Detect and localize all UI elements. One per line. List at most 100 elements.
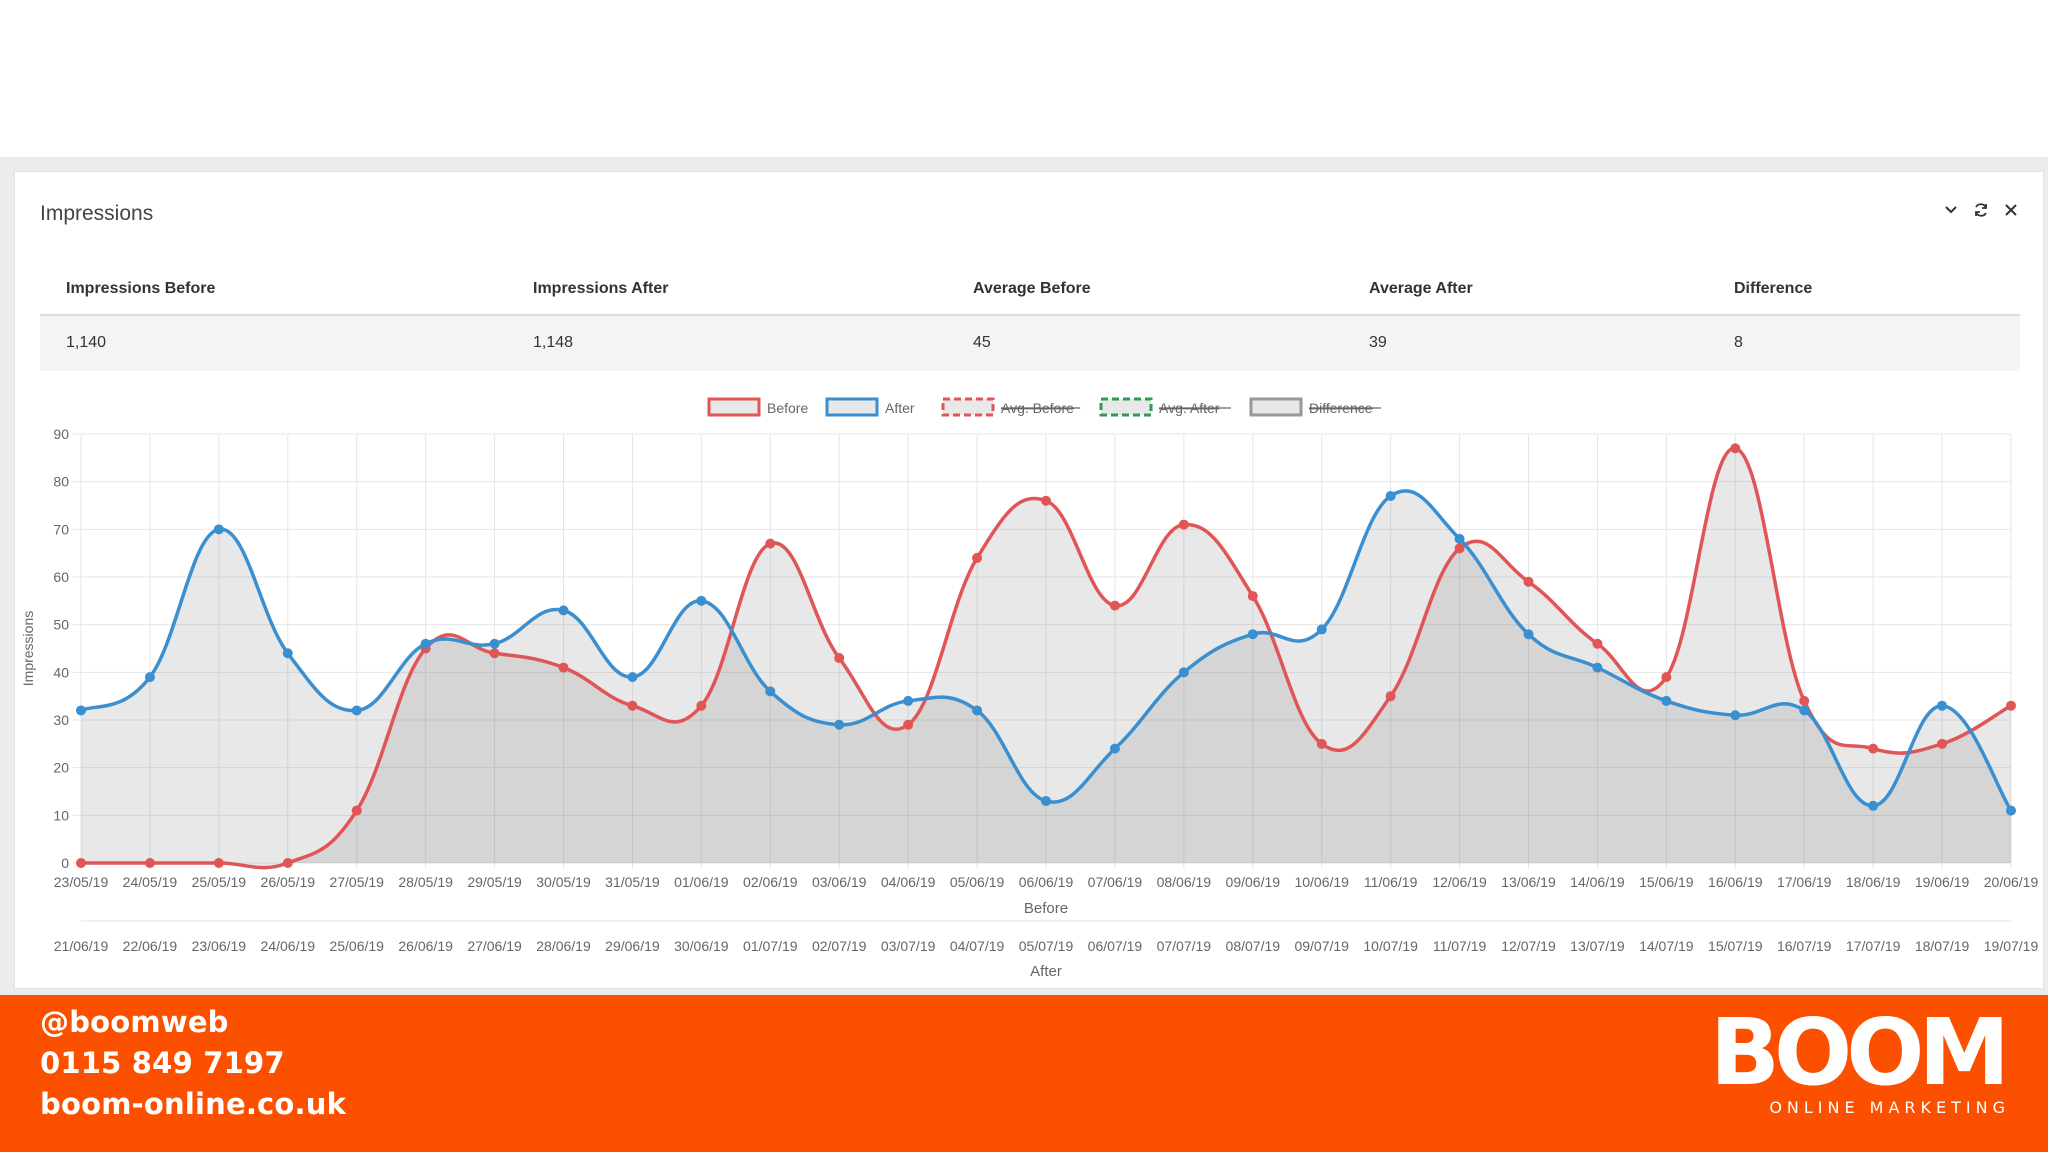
x-tick-label-after: 05/07/19 xyxy=(1019,938,1074,954)
data-point-before xyxy=(1316,738,1327,749)
legend-swatch xyxy=(707,397,761,417)
x-axis-label-after: After xyxy=(1030,963,1062,980)
y-axis-label: Impressions xyxy=(20,611,36,686)
brand-tagline: ONLINE MARKETING xyxy=(1769,1098,2010,1117)
header-difference: Difference xyxy=(1734,280,1813,297)
x-tick-label-after: 13/07/19 xyxy=(1570,938,1625,954)
x-tick-label-before: 17/06/19 xyxy=(1777,874,1832,890)
x-tick-label-after: 26/06/19 xyxy=(398,938,453,954)
data-point-after xyxy=(1592,662,1603,673)
x-tick-label-after: 28/06/19 xyxy=(536,938,591,954)
x-tick-label-before: 13/06/19 xyxy=(1501,874,1556,890)
x-tick-label-before: 29/05/19 xyxy=(467,874,522,890)
x-tick-label-before: 31/05/19 xyxy=(605,874,660,890)
legend-item-label: After xyxy=(885,400,915,416)
x-tick-label-before: 18/06/19 xyxy=(1846,874,1901,890)
stats-table: Impressions Before Impressions After Ave… xyxy=(40,264,2020,371)
data-point-after xyxy=(213,524,224,535)
impressions-chart: 0 10 20 30 40 50 60 70 80 90 Impressions 23/05/19 24… xyxy=(20,397,2039,980)
data-point-before xyxy=(1178,519,1189,530)
value-impressions-after: 1,148 xyxy=(533,334,574,351)
y-tick-label: 60 xyxy=(53,569,69,585)
x-tick-label-after: 17/07/19 xyxy=(1846,938,1901,954)
legend-swatch xyxy=(1249,397,1303,417)
data-point-after xyxy=(834,719,845,730)
x-tick-label-before: 02/06/19 xyxy=(743,874,798,890)
data-point-after xyxy=(1385,490,1396,501)
data-point-before xyxy=(2006,700,2016,711)
header-average-before: Average Before xyxy=(973,280,1091,297)
x-tick-label-after: 11/07/19 xyxy=(1433,938,1487,954)
data-point-after xyxy=(1523,629,1534,640)
y-tick-label: 0 xyxy=(61,855,69,871)
data-point-after xyxy=(1454,533,1465,544)
x-tick-label-before: 27/05/19 xyxy=(329,874,384,890)
stats-header-row: Impressions Before Impressions After Ave… xyxy=(40,264,2020,316)
legend-item-label: Before xyxy=(767,400,808,416)
x-tick-label-before: 05/06/19 xyxy=(950,874,1005,890)
close-icon[interactable] xyxy=(2001,200,2021,220)
footer-handle: @boomweb xyxy=(40,1005,229,1039)
impressions-panel: Impressions Impressions Before Impressio… xyxy=(14,171,2044,989)
y-tick-label: 70 xyxy=(53,521,69,537)
stats-value-row: 1,140 1,148 45 39 8 xyxy=(40,316,2020,371)
data-point-after xyxy=(489,638,500,649)
legend-swatch xyxy=(941,397,995,417)
x-tick-label-before: 09/06/19 xyxy=(1226,874,1281,890)
x-tick-label-before: 04/06/19 xyxy=(881,874,936,890)
x-tick-label-after: 02/07/19 xyxy=(812,938,867,954)
y-tick-label: 40 xyxy=(53,664,69,680)
data-point-after xyxy=(696,595,707,606)
x-tick-label-after: 16/07/19 xyxy=(1777,938,1832,954)
refresh-icon[interactable] xyxy=(1971,200,1991,220)
data-point-after xyxy=(1661,695,1672,706)
data-point-before xyxy=(1109,600,1120,611)
x-tick-label-before: 10/06/19 xyxy=(1294,874,1349,890)
x-tick-label-before: 14/06/19 xyxy=(1570,874,1625,890)
x-tick-label-after: 19/07/19 xyxy=(1984,938,2039,954)
x-tick-label-before: 26/05/19 xyxy=(261,874,316,890)
data-point-after xyxy=(282,648,293,659)
x-tick-label-before: 23/05/19 xyxy=(54,874,109,890)
x-tick-label-after: 15/07/19 xyxy=(1708,938,1763,954)
value-difference: 8 xyxy=(1734,334,1743,351)
series-area-after xyxy=(81,490,2011,863)
data-point-before xyxy=(1523,576,1534,587)
data-point-after xyxy=(144,672,155,683)
chevron-down-icon[interactable] xyxy=(1941,200,1961,220)
x-tick-label-after: 06/07/19 xyxy=(1088,938,1143,954)
data-point-after xyxy=(1730,710,1741,721)
data-point-after xyxy=(1316,624,1327,635)
data-point-after xyxy=(2006,805,2016,816)
data-point-before xyxy=(627,700,638,711)
x-tick-label-after: 22/06/19 xyxy=(123,938,178,954)
x-tick-label-after: 10/07/19 xyxy=(1363,938,1418,954)
data-point-before xyxy=(1041,495,1051,506)
data-point-before xyxy=(351,805,362,816)
data-point-after xyxy=(1247,629,1258,640)
data-point-before xyxy=(1799,695,1810,706)
data-point-after xyxy=(1868,800,1879,811)
data-point-before xyxy=(972,552,983,563)
data-point-before xyxy=(1937,738,1948,749)
data-point-after xyxy=(1178,667,1189,678)
footer-website: boom-online.co.uk xyxy=(40,1087,347,1121)
brand-logo: BOOM xyxy=(1709,999,2010,1106)
data-point-after xyxy=(351,705,362,716)
x-tick-label-before: 20/06/19 xyxy=(1984,874,2039,890)
data-point-before xyxy=(834,653,845,664)
x-tick-label-before: 30/05/19 xyxy=(536,874,591,890)
x-tick-label-after: 04/07/19 xyxy=(950,938,1005,954)
data-point-after xyxy=(972,705,983,716)
data-point-after xyxy=(1937,700,1948,711)
footer-phone: 0115 849 7197 xyxy=(40,1046,285,1080)
x-tick-label-before: 12/06/19 xyxy=(1432,874,1487,890)
x-tick-label-before: 19/06/19 xyxy=(1915,874,1970,890)
x-tick-label-after: 30/06/19 xyxy=(674,938,729,954)
x-tick-label-before: 11/06/19 xyxy=(1364,874,1418,890)
x-tick-label-after: 21/06/19 xyxy=(54,938,109,954)
data-point-after xyxy=(1799,705,1810,716)
y-tick-label: 30 xyxy=(53,712,69,728)
data-point-before xyxy=(144,858,155,868)
x-tick-label-after: 24/06/19 xyxy=(261,938,316,954)
